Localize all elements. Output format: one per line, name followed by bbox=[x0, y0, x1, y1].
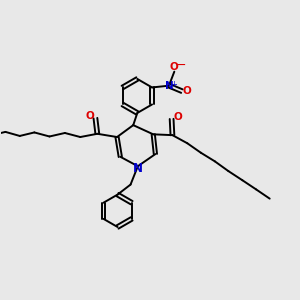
Text: N: N bbox=[133, 162, 143, 175]
Text: N: N bbox=[164, 81, 173, 91]
Text: +: + bbox=[170, 80, 177, 89]
Text: O: O bbox=[174, 112, 183, 122]
Text: O: O bbox=[170, 62, 179, 72]
Text: O: O bbox=[182, 86, 191, 96]
Text: O: O bbox=[85, 111, 94, 121]
Text: −: − bbox=[176, 59, 186, 72]
